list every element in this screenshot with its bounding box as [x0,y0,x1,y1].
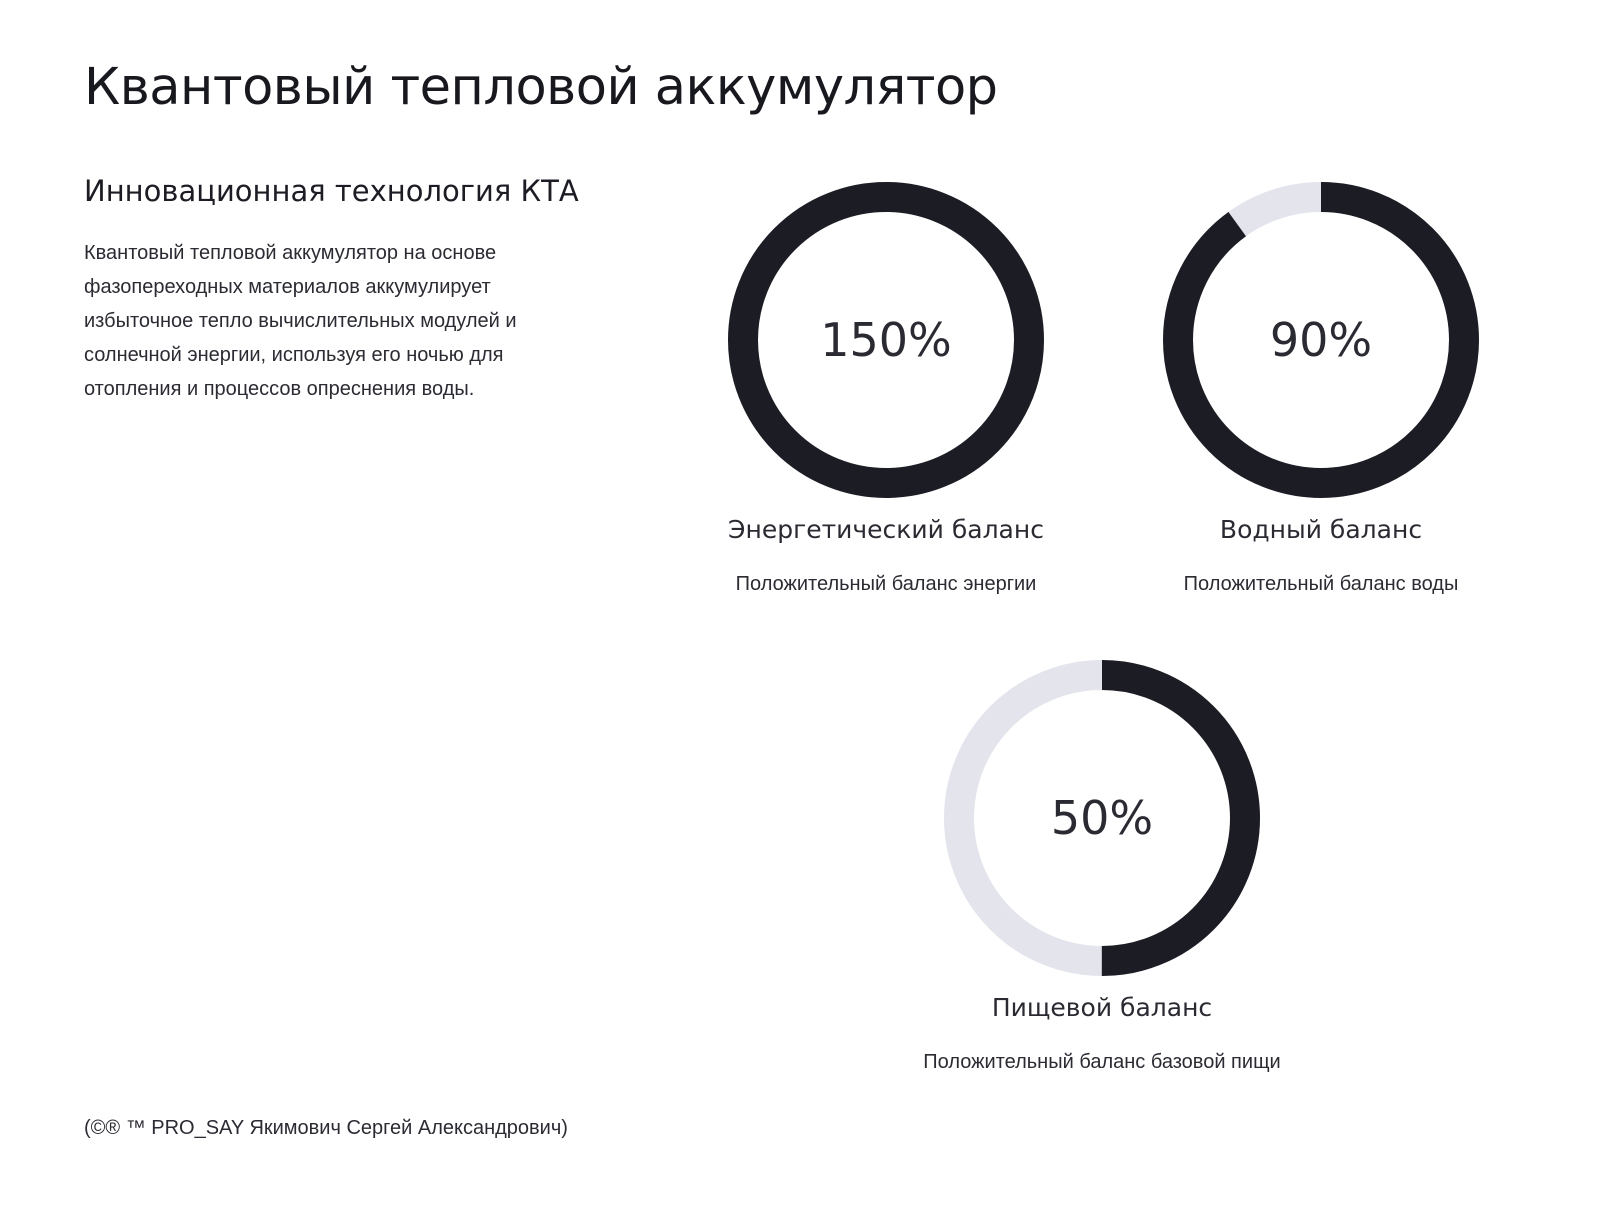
food-balance-value: 50% [1051,791,1153,845]
energy-balance-gauge: 150% Энергетический баланс Положительный… [676,182,1096,602]
energy-balance-value: 150% [820,313,952,367]
energy-balance-ring: 150% [728,182,1044,498]
water-ring-fill [1163,182,1479,498]
copyright-footer: (©® ™ PRO_SAY Якимович Сергей Александро… [84,1117,568,1139]
section-subtitle: Инновационная технология КТА [84,174,579,208]
food-balance-ring: 50% [944,660,1260,976]
energy-ring-fill [728,182,1044,498]
food-ring-fill [944,660,1260,976]
water-balance-ring: 90% [1163,182,1479,498]
energy-balance-label: Энергетический баланс [728,515,1044,544]
water-balance-gauge: 90% Водный баланс Положительный баланс в… [1111,182,1531,602]
food-balance-gauge: 50% Пищевой баланс Положительный баланс … [892,660,1312,1080]
water-balance-caption: Положительный баланс воды [1183,573,1459,595]
food-balance-caption: Положительный баланс базовой пищи [923,1051,1281,1073]
energy-balance-caption: Положительный баланс энергии [735,573,1037,595]
page-title: Квантовый тепловой аккумулятор [84,58,998,117]
water-balance-value: 90% [1270,313,1372,367]
food-balance-label: Пищевой баланс [991,993,1213,1022]
description-text: Квантовый тепловой аккумулятор на основе… [84,242,517,400]
water-balance-label: Водный баланс [1219,515,1423,544]
